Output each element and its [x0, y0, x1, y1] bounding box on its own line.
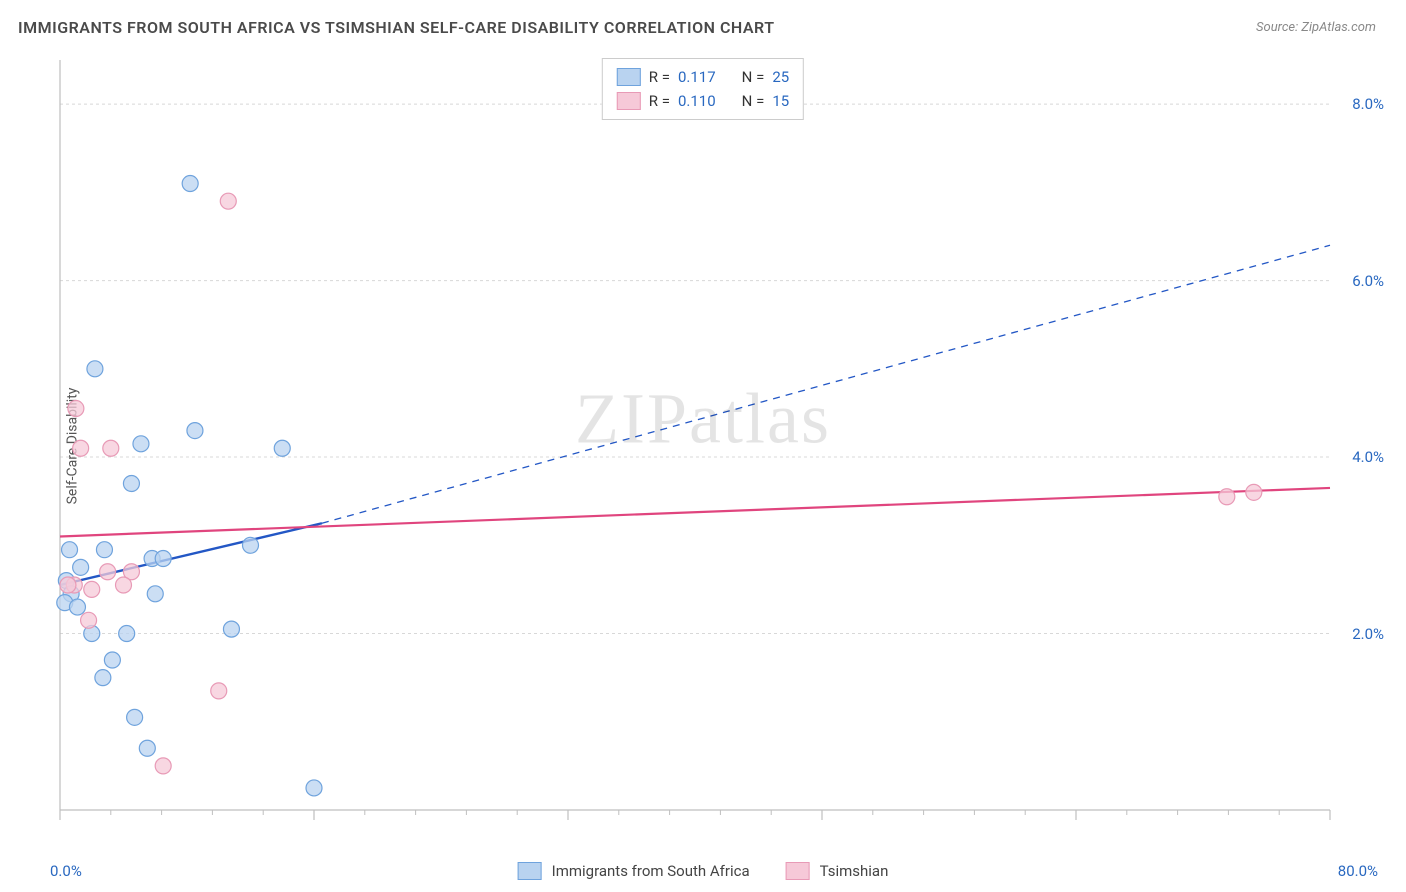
chart-title: IMMIGRANTS FROM SOUTH AFRICA VS TSIMSHIA…: [18, 18, 775, 37]
series-legend: Immigrants from South Africa Tsimshian: [518, 862, 889, 880]
legend-correlation-row: R = 0.117 N = 25: [617, 65, 789, 89]
legend-n-label: N =: [742, 89, 765, 113]
legend-series-label: Immigrants from South Africa: [552, 862, 750, 880]
x-axis-min-label: 0.0%: [50, 862, 82, 880]
legend-swatch: [617, 68, 641, 86]
legend-n-value: 15: [772, 89, 789, 113]
legend-series-label: Tsimshian: [820, 862, 889, 880]
scatter-chart: [50, 50, 1380, 840]
legend-swatch: [786, 862, 810, 880]
legend-swatch: [617, 92, 641, 110]
x-axis-max-label: 80.0%: [1338, 862, 1378, 880]
legend-r-label: R =: [649, 65, 670, 89]
legend-swatch: [518, 862, 542, 880]
y-tick-label: 4.0%: [1352, 448, 1384, 466]
legend-n-value: 25: [772, 65, 789, 89]
legend-n-label: N =: [742, 65, 765, 89]
legend-r-value: 0.117: [678, 65, 716, 89]
legend-series-item: Tsimshian: [786, 862, 889, 880]
y-tick-label: 6.0%: [1352, 272, 1384, 290]
plot-area: [50, 50, 1380, 840]
legend-correlation-row: R = 0.110 N = 15: [617, 89, 789, 113]
legend-r-value: 0.110: [678, 89, 716, 113]
legend-r-label: R =: [649, 89, 670, 113]
correlation-legend: R = 0.117 N = 25 R = 0.110 N = 15: [602, 58, 804, 120]
y-tick-label: 2.0%: [1352, 625, 1384, 643]
legend-series-item: Immigrants from South Africa: [518, 862, 750, 880]
source-attribution: Source: ZipAtlas.com: [1256, 20, 1376, 35]
y-tick-label: 8.0%: [1352, 95, 1384, 113]
